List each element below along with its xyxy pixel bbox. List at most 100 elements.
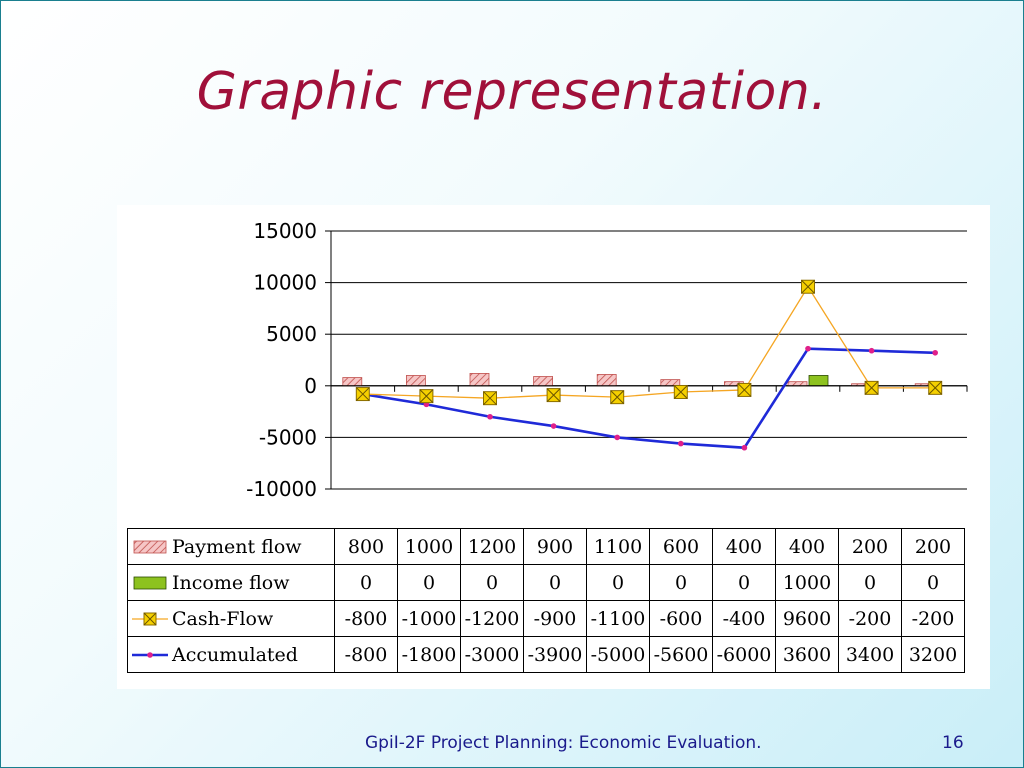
page-number: 16 [942,733,964,753]
table-cell: -1800 [397,636,461,673]
y-tick-labels: 15000 10000 5000 0 -5000 -10000 [246,219,317,501]
table-cell: -1100 [586,600,650,637]
table-cell: 200 [901,528,965,565]
x-axis [330,385,968,392]
y-tick-label: -5000 [259,425,317,449]
legend-entry: Accumulated [127,636,335,673]
legend-label: Accumulated [172,643,298,666]
table-cell: -1200 [460,600,524,637]
point-accumulated [550,423,557,429]
bar-payment-flow [342,377,363,387]
bars [342,373,935,387]
y-tick-label: 10000 [253,271,317,295]
table-cell: -800 [334,636,398,673]
table-row: Payment flow 800 1000 1200 900 1100 600 400 400 2… [127,528,965,565]
table-cell: 9600 [775,600,839,637]
line-cash-flow [362,285,936,399]
point-cash-flow [673,384,688,399]
table-cell: 0 [586,564,650,601]
point-accumulated [487,413,493,420]
bar-payment-flow [405,375,426,387]
line-accumulated [362,347,936,450]
bar-payment-flow [469,373,490,387]
table-cell: 400 [775,528,839,565]
legend-label: Cash-Flow [172,607,274,630]
table-row: Accumulated -800 -1800 -3000 -3900 -5000 -5600… [127,636,965,673]
table-cell: -3000 [460,636,524,673]
legend-label: Payment flow [172,535,302,558]
grid-lines [325,230,967,490]
y-tick-label: 15000 [253,219,317,243]
table-cell: -5000 [586,636,650,673]
table-cell: 400 [712,528,776,565]
point-cash-flow [737,382,752,397]
table-cell: 200 [838,528,902,565]
point-cash-flow [864,380,879,395]
point-cash-flow [928,380,943,395]
point-accumulated [741,444,748,451]
lines [355,279,943,451]
legend-label: Income flow [172,571,290,594]
point-cash-flow [483,391,497,406]
legend-key-icon [132,574,168,592]
y-tick-label: 0 [304,374,317,398]
point-cash-flow [355,387,370,402]
table-cell: 900 [523,528,587,565]
table-cell: 1000 [397,528,461,565]
table-cell: 800 [334,528,398,565]
table-cell: 3600 [775,636,839,673]
table-cell: -900 [523,600,587,637]
table-cell: -3900 [523,636,587,673]
bar-income-flow [808,375,829,387]
table-cell: 1000 [775,564,839,601]
table-cell: 3400 [838,636,902,673]
legend-key-icon [132,538,168,556]
table-cell: -800 [334,600,398,637]
legend-key-icon [132,610,168,628]
point-accumulated [805,345,811,352]
table-cell: -200 [901,600,965,637]
bar-payment-flow [660,379,681,387]
point-cash-flow [419,389,434,404]
table-cell: 1200 [460,528,524,565]
table-row: Cash-Flow -800 -1000 -1200 -900 -1100 -600 -400… [127,600,965,637]
table-cell: 0 [397,564,461,601]
table-cell: 600 [649,528,713,565]
legend-key-icon [132,646,168,664]
point-accumulated [932,349,938,356]
point-accumulated [868,347,875,354]
legend-entry: Cash-Flow [127,600,335,637]
point-cash-flow [546,388,561,403]
point-cash-flow [610,390,625,405]
table-cell: 0 [901,564,965,601]
table-cell: 1100 [586,528,650,565]
table-cell: 0 [460,564,524,601]
table-cell: -1000 [397,600,461,637]
y-tick-label: 5000 [266,322,317,346]
page-title: Graphic representation. [196,62,828,122]
table-cell: 0 [712,564,776,601]
chart: 15000 10000 5000 0 -5000 -10000 [246,219,968,501]
table-cell: -400 [712,600,776,637]
point-accumulated [614,434,620,441]
table-row: Income flow 0 0 0 0 0 0 0 1000 0 0 [127,564,965,601]
table-cell: -6000 [712,636,776,673]
y-tick-label: -10000 [246,477,317,501]
legend-entry: Income flow [127,564,335,601]
bar-payment-flow [596,374,617,387]
table-cell: -5600 [649,636,713,673]
table-cell: 0 [649,564,713,601]
legend-entry: Payment flow [127,528,335,565]
table-cell: 3200 [901,636,965,673]
bar-payment-flow [533,376,554,387]
table-cell: -200 [838,600,902,637]
data-table: Payment flow 800 1000 1200 900 1100 600 400 400 2… [127,528,965,673]
table-cell: 0 [523,564,587,601]
bar-payment-flow [787,381,808,387]
table-cell: -600 [649,600,713,637]
table-cell: 0 [334,564,398,601]
table-cell: 0 [838,564,902,601]
point-cash-flow [801,279,815,294]
footer-text: GpiI-2F Project Planning: Economic Evalu… [365,733,762,753]
point-accumulated [678,440,684,447]
